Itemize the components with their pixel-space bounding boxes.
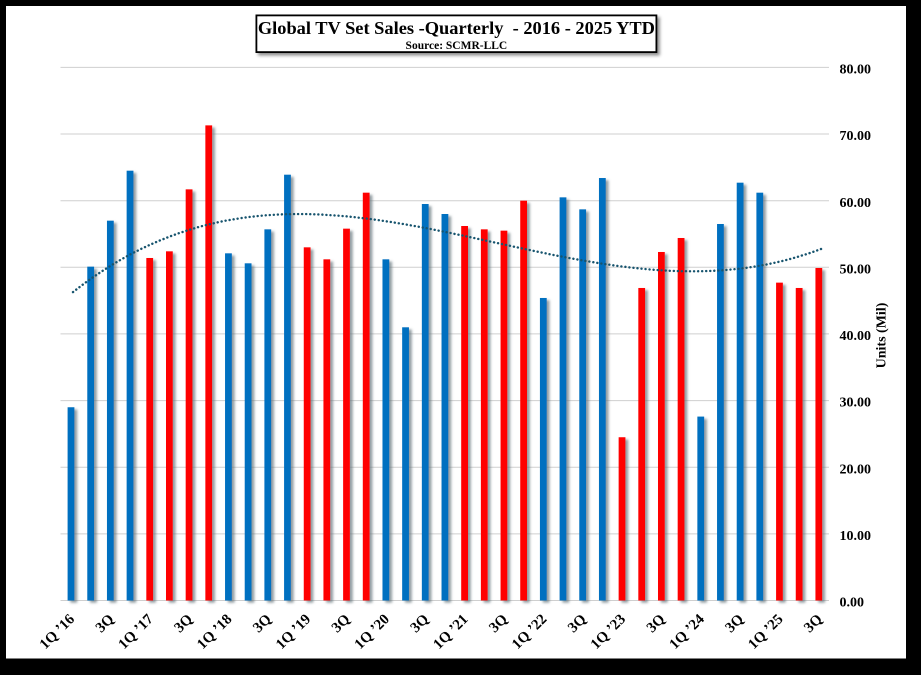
svg-text:Source: SCMR-LLC: Source: SCMR-LLC [406,40,508,52]
svg-text:70.00: 70.00 [840,129,872,144]
svg-text:30.00: 30.00 [840,396,872,411]
svg-text:10.00: 10.00 [840,529,872,544]
svg-text:40.00: 40.00 [840,329,872,344]
svg-text:50.00: 50.00 [840,262,872,277]
svg-text:0.00: 0.00 [840,596,865,611]
svg-text:80.00: 80.00 [840,63,872,78]
svg-text:Global TV Set Sales -Quarterly: Global TV Set Sales -Quarterly - 2016 - … [258,18,655,38]
svg-text:Units (Mil): Units (Mil) [874,302,889,368]
svg-text:60.00: 60.00 [840,196,872,211]
svg-text:20.00: 20.00 [840,462,872,477]
